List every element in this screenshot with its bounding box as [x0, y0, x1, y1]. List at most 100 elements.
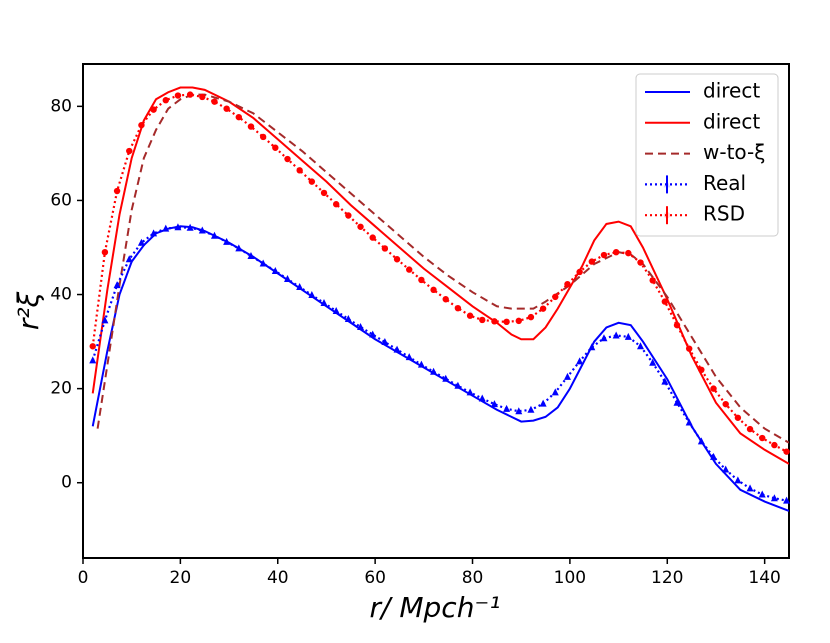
- marker: [503, 318, 510, 326]
- marker: [430, 286, 437, 294]
- marker: [673, 321, 681, 329]
- marker: [393, 345, 401, 353]
- y-tick-label: 60: [50, 190, 72, 210]
- marker: [491, 318, 498, 325]
- marker: [199, 93, 206, 101]
- marker: [89, 343, 96, 350]
- marker: [612, 248, 620, 256]
- marker: [552, 293, 559, 301]
- marker: [479, 316, 486, 324]
- marker: [89, 356, 97, 364]
- marker: [563, 372, 571, 380]
- marker: [466, 312, 474, 319]
- marker: [235, 244, 243, 252]
- series-line: [91, 93, 788, 453]
- marker: [101, 316, 109, 324]
- marker: [186, 91, 194, 98]
- marker: [539, 305, 547, 312]
- marker: [271, 267, 279, 275]
- marker: [113, 281, 121, 289]
- marker: [722, 400, 729, 408]
- x-tick-label: 40: [267, 568, 289, 588]
- marker: [138, 121, 145, 129]
- marker: [685, 418, 693, 426]
- series-line: [91, 226, 787, 502]
- marker: [308, 291, 316, 299]
- marker: [697, 437, 705, 445]
- marker: [624, 332, 632, 340]
- marker: [746, 484, 754, 492]
- marker: [369, 330, 377, 338]
- marker: [369, 234, 376, 241]
- marker: [637, 259, 644, 266]
- marker: [625, 249, 632, 257]
- marker: [527, 313, 535, 321]
- marker: [783, 496, 791, 504]
- marker: [770, 494, 778, 502]
- marker: [503, 404, 511, 412]
- marker: [442, 374, 450, 382]
- marker: [685, 345, 693, 352]
- series-line: [91, 86, 789, 465]
- marker: [746, 425, 754, 433]
- marker: [454, 381, 462, 389]
- marker: [600, 251, 608, 259]
- y-axis-label: r²ξ: [12, 291, 45, 330]
- marker: [600, 334, 608, 342]
- y-tick-label: 80: [50, 96, 72, 116]
- marker: [259, 133, 267, 141]
- marker: [126, 147, 133, 155]
- legend-label: w-to-ξ: [703, 140, 765, 164]
- marker: [320, 299, 328, 307]
- x-tick-label: 120: [651, 568, 683, 588]
- marker: [636, 342, 644, 350]
- x-tick-label: 140: [748, 568, 780, 588]
- marker: [551, 388, 559, 396]
- marker: [150, 229, 158, 237]
- marker: [247, 123, 255, 130]
- marker: [417, 360, 425, 368]
- marker: [296, 283, 304, 291]
- marker: [198, 226, 206, 234]
- legend-label: direct: [703, 79, 760, 103]
- marker: [734, 476, 742, 484]
- marker: [320, 189, 328, 197]
- marker: [527, 405, 535, 413]
- marker: [150, 106, 157, 113]
- marker: [734, 414, 742, 421]
- marker: [673, 398, 681, 406]
- x-tick-label: 20: [170, 568, 192, 588]
- marker: [406, 266, 413, 273]
- marker: [576, 268, 583, 276]
- legend-box: [635, 73, 779, 237]
- marker: [345, 212, 352, 219]
- marker: [661, 377, 669, 385]
- marker: [137, 238, 145, 246]
- marker: [771, 441, 778, 449]
- marker: [235, 113, 243, 121]
- marker: [296, 167, 303, 174]
- marker: [430, 367, 438, 375]
- marker: [344, 314, 352, 322]
- marker: [357, 322, 365, 330]
- marker: [478, 394, 486, 402]
- y-tick-label: 40: [50, 285, 72, 305]
- x-tick-label: 100: [554, 568, 586, 588]
- marker: [710, 385, 717, 392]
- marker: [393, 256, 401, 263]
- marker: [710, 452, 718, 460]
- x-tick-label: 0: [78, 568, 89, 588]
- marker: [308, 178, 316, 185]
- marker: [661, 298, 669, 305]
- marker: [125, 255, 133, 263]
- marker: [174, 92, 182, 99]
- marker: [612, 331, 620, 339]
- marker: [223, 105, 230, 112]
- marker: [576, 357, 584, 365]
- marker: [101, 248, 109, 256]
- marker: [454, 304, 462, 312]
- marker: [381, 338, 389, 346]
- marker: [162, 97, 169, 104]
- marker: [283, 275, 291, 283]
